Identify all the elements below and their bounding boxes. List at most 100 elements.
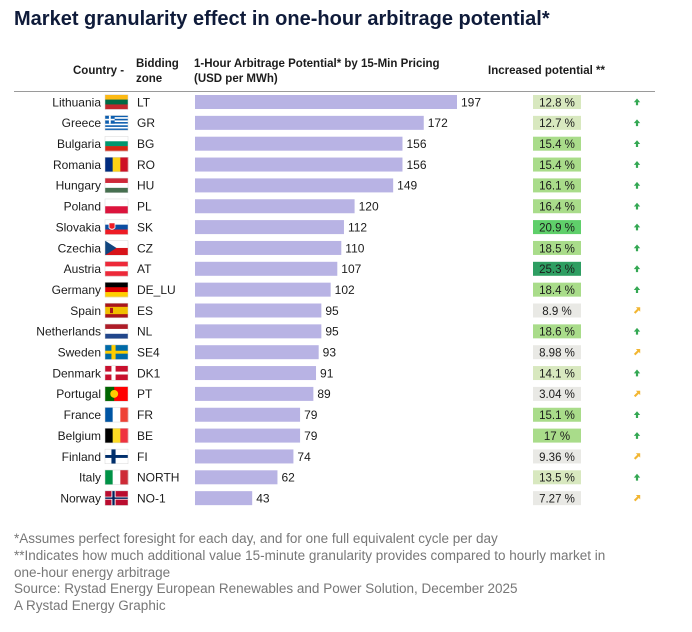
increase-cell bbox=[533, 95, 581, 109]
country-label: Sweden bbox=[58, 346, 101, 360]
country-label: Belgium bbox=[58, 429, 101, 443]
flag-icon bbox=[104, 240, 129, 256]
zone-label: NORTH bbox=[137, 471, 179, 485]
bar-value-label: 107 bbox=[341, 262, 361, 276]
bar bbox=[195, 115, 424, 130]
flag-icon bbox=[104, 177, 129, 193]
increase-label: 16.4 % bbox=[539, 202, 575, 214]
zone-label: ES bbox=[137, 304, 153, 318]
bar bbox=[195, 240, 342, 255]
arrow-up-icon bbox=[633, 202, 641, 210]
chart-rows: Lithuania LT 197 12.8 % Greece GR 172 12.7 % Bul… bbox=[36, 94, 641, 506]
bar-value-label: 110 bbox=[345, 241, 364, 255]
bar-value-label: 197 bbox=[461, 95, 481, 109]
increase-label: 18.5 % bbox=[539, 243, 575, 255]
arrow-diagonal-icon bbox=[633, 494, 641, 502]
increase-cell bbox=[533, 303, 581, 318]
bar bbox=[195, 95, 457, 109]
increase-cell bbox=[533, 178, 581, 193]
country-label: France bbox=[64, 408, 102, 422]
header-rule bbox=[14, 91, 655, 92]
country-label: Poland bbox=[64, 200, 101, 214]
increase-label: 16.1 % bbox=[539, 181, 575, 193]
zone-label: LT bbox=[137, 95, 151, 109]
increase-cell bbox=[533, 115, 581, 130]
country-label: Hungary bbox=[56, 179, 101, 193]
zone-label: PL bbox=[137, 200, 152, 214]
zone-label: BE bbox=[137, 429, 153, 443]
bar-value-label: 91 bbox=[320, 366, 334, 380]
zone-label: SE4 bbox=[137, 346, 160, 360]
flag-icon bbox=[104, 136, 129, 152]
zone-label: AT bbox=[137, 262, 152, 276]
increase-label: 18.6 % bbox=[539, 327, 575, 339]
zone-label: GR bbox=[137, 116, 155, 130]
bar-value-label: 102 bbox=[335, 283, 355, 297]
zone-label: NO-1 bbox=[137, 491, 166, 505]
increase-cell bbox=[533, 157, 581, 172]
bar-value-label: 62 bbox=[281, 471, 295, 485]
increase-cell bbox=[533, 324, 581, 339]
country-label: Lithuania bbox=[52, 95, 101, 109]
bar-value-label: 120 bbox=[359, 200, 379, 214]
bar bbox=[195, 345, 319, 360]
bar bbox=[195, 366, 317, 381]
increase-cell bbox=[533, 407, 581, 422]
bar-value-label: 43 bbox=[256, 491, 270, 505]
bar-value-label: 156 bbox=[406, 137, 426, 151]
bar-value-label: 172 bbox=[428, 116, 448, 130]
flag-icon bbox=[104, 302, 129, 319]
bar bbox=[195, 157, 403, 172]
zone-label: DK1 bbox=[137, 366, 161, 380]
country-label: Romania bbox=[53, 158, 101, 172]
header-arbitrage-line1: 1-Hour Arbitrage Potential* by 15-Min Pr… bbox=[194, 58, 440, 70]
country-label: Finland bbox=[62, 450, 101, 464]
bar bbox=[195, 428, 301, 443]
increase-label: 12.7 % bbox=[539, 118, 575, 130]
increase-cell bbox=[533, 386, 581, 401]
flag-icon bbox=[104, 261, 129, 277]
arrow-up-icon bbox=[633, 119, 641, 127]
arrow-up-icon bbox=[633, 411, 641, 419]
increase-cell bbox=[533, 199, 581, 214]
arrow-up-icon bbox=[633, 140, 641, 147]
header-bidding-zone-line1: Bidding bbox=[136, 58, 179, 70]
bar-value-label: 93 bbox=[323, 346, 337, 360]
arrow-up-icon bbox=[633, 161, 641, 168]
bar bbox=[195, 324, 322, 339]
flag-icon bbox=[104, 282, 129, 298]
increase-cell bbox=[533, 220, 581, 235]
bar bbox=[195, 470, 278, 485]
arrow-up-icon bbox=[633, 327, 641, 335]
bar bbox=[195, 261, 338, 276]
bar-value-label: 95 bbox=[325, 304, 339, 318]
increase-label: 14.1 % bbox=[539, 368, 575, 380]
country-label: Portugal bbox=[56, 387, 101, 401]
increase-label: 12.8 % bbox=[539, 97, 575, 109]
country-label: Austria bbox=[64, 262, 102, 276]
zone-label: CZ bbox=[137, 241, 153, 255]
increase-cell bbox=[533, 136, 581, 151]
footnote-assumption: *Assumes perfect foresight for each day,… bbox=[14, 531, 498, 546]
bar bbox=[195, 303, 322, 318]
footnote-increase-cont: one-hour energy arbitrage bbox=[14, 564, 171, 580]
flag-icon bbox=[104, 323, 129, 339]
country-label: Slovakia bbox=[56, 220, 102, 234]
bar-value-label: 112 bbox=[348, 220, 367, 234]
zone-label: DE_LU bbox=[137, 283, 176, 297]
chart-title: Market granularity effect in one-hour ar… bbox=[14, 8, 550, 30]
increase-label: 13.5 % bbox=[539, 473, 575, 485]
bar bbox=[195, 491, 253, 506]
zone-label: HU bbox=[137, 179, 154, 193]
bar bbox=[195, 220, 344, 235]
country-label: Spain bbox=[70, 304, 101, 318]
arrow-diagonal-icon bbox=[633, 349, 641, 356]
arrow-up-icon bbox=[633, 223, 641, 231]
increase-cell bbox=[533, 345, 581, 360]
flag-icon bbox=[104, 386, 129, 402]
arrow-diagonal-icon bbox=[633, 390, 641, 398]
footnote-increase: **Indicates how much additional value 15… bbox=[14, 547, 606, 563]
arrow-up-icon bbox=[633, 369, 641, 377]
flag-icon bbox=[104, 469, 129, 485]
zone-label: FR bbox=[137, 408, 153, 422]
